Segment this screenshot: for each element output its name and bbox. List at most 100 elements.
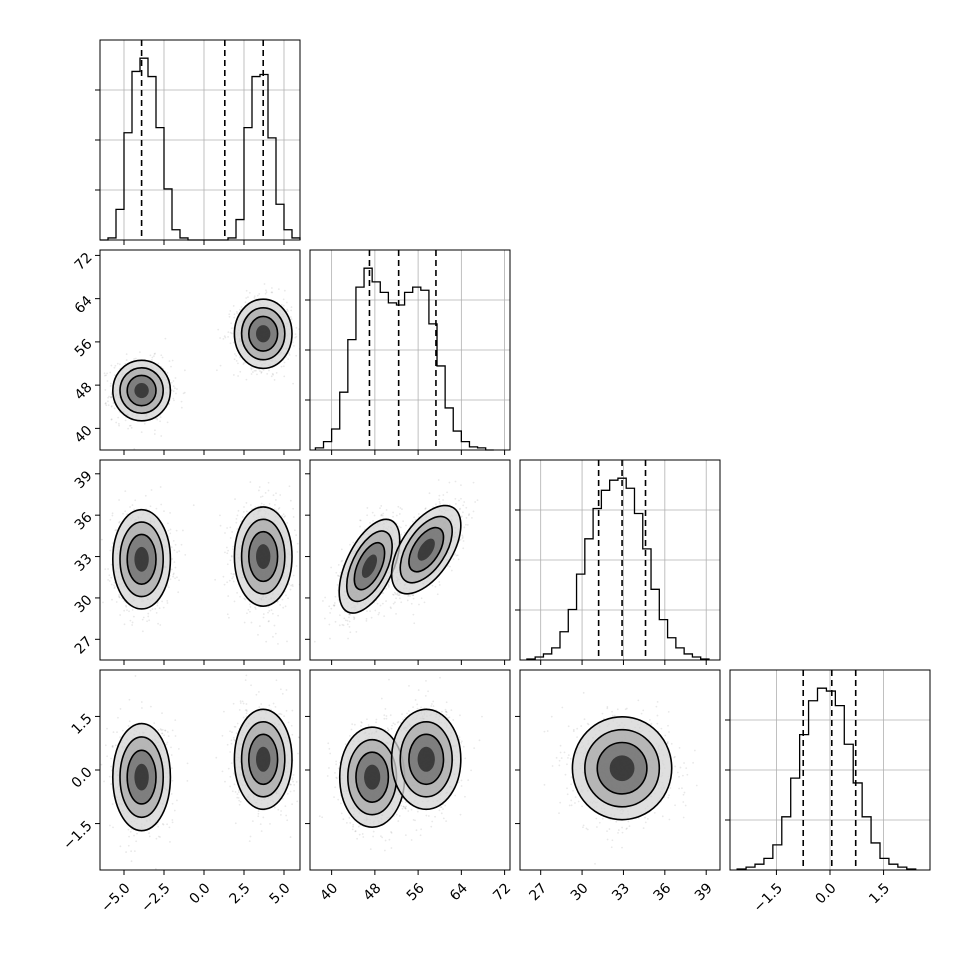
scatter-point bbox=[111, 546, 114, 548]
scatter-point bbox=[107, 404, 110, 407]
scatter-point bbox=[245, 289, 248, 292]
scatter-point bbox=[173, 561, 176, 564]
scatter-point bbox=[348, 616, 350, 619]
scatter-point bbox=[249, 504, 252, 506]
scatter-point bbox=[379, 604, 382, 607]
scatter-point bbox=[465, 523, 467, 526]
contour-0-2 bbox=[126, 374, 157, 407]
scatter-point bbox=[113, 374, 116, 377]
scatter-point bbox=[232, 576, 235, 578]
panel-0-2 bbox=[95, 459, 301, 665]
scatter-point bbox=[392, 594, 395, 596]
scatter-point bbox=[110, 583, 113, 586]
scatter-point bbox=[254, 606, 257, 609]
scatter-point bbox=[388, 581, 391, 584]
scatter-point bbox=[330, 607, 333, 610]
scatter-point bbox=[389, 606, 392, 609]
scatter-point bbox=[123, 623, 126, 626]
scatter-point bbox=[159, 420, 161, 423]
scatter-point bbox=[313, 640, 316, 643]
scatter-point bbox=[173, 549, 176, 552]
scatter-point bbox=[342, 624, 345, 627]
scatter-point bbox=[104, 374, 106, 377]
scatter-point bbox=[244, 301, 247, 304]
scatter-point bbox=[233, 572, 236, 575]
scatter-point bbox=[124, 490, 127, 493]
scatter-point bbox=[401, 508, 403, 511]
scatter-point bbox=[118, 424, 120, 427]
scatter-point bbox=[399, 507, 402, 509]
scatter-point bbox=[293, 345, 295, 347]
scatter-point bbox=[133, 508, 135, 511]
scatter-point bbox=[166, 371, 169, 374]
scatter-point bbox=[227, 335, 229, 338]
scatter-point bbox=[277, 642, 279, 645]
scatter-point bbox=[171, 558, 174, 560]
scatter-point bbox=[95, 547, 97, 549]
scatter-point bbox=[286, 640, 288, 643]
scatter-point bbox=[176, 388, 178, 390]
scatter-point bbox=[283, 516, 285, 518]
scatter-point bbox=[240, 306, 243, 308]
scatter-point bbox=[96, 553, 98, 555]
scatter-point bbox=[250, 373, 253, 375]
scatter-point bbox=[267, 489, 270, 492]
scatter-point bbox=[277, 614, 279, 617]
hist-panel-3 bbox=[725, 669, 931, 875]
scatter-point bbox=[258, 368, 261, 371]
scatter-point bbox=[174, 566, 177, 569]
scatter-point bbox=[176, 551, 178, 554]
scatter-point bbox=[462, 536, 464, 538]
scatter-point bbox=[249, 606, 252, 608]
scatter-point bbox=[168, 360, 171, 362]
scatter-point bbox=[359, 525, 361, 528]
scatter-point bbox=[278, 506, 281, 509]
scatter-point bbox=[243, 362, 246, 364]
scatter-point bbox=[366, 507, 369, 509]
scatter-point bbox=[285, 594, 287, 597]
scatter-point bbox=[332, 604, 335, 607]
scatter-point bbox=[235, 354, 238, 357]
scatter-point bbox=[287, 597, 289, 600]
scatter-point bbox=[172, 572, 175, 575]
scatter-point bbox=[232, 545, 235, 548]
scatter-point bbox=[275, 372, 278, 374]
scatter-point bbox=[170, 365, 172, 368]
scatter-point bbox=[286, 310, 289, 312]
scatter-point bbox=[118, 453, 120, 455]
scatter-point bbox=[381, 514, 384, 517]
contour-0-2 bbox=[126, 533, 157, 585]
scatter-point bbox=[243, 506, 245, 508]
scatter-point bbox=[245, 502, 248, 504]
hist-grid-0 bbox=[100, 40, 300, 240]
scatter-point bbox=[290, 318, 293, 321]
scatter-point bbox=[262, 616, 265, 619]
scatter-point bbox=[143, 422, 146, 425]
scatter-point bbox=[380, 505, 383, 507]
scatter-point bbox=[346, 623, 349, 626]
scatter-point bbox=[333, 604, 336, 607]
scatter-point bbox=[250, 368, 253, 371]
scatter-point bbox=[462, 504, 465, 507]
scatter-point bbox=[258, 486, 261, 488]
contour-1-2 bbox=[248, 315, 279, 352]
scatter-point bbox=[461, 534, 464, 537]
scatter-point bbox=[336, 574, 339, 577]
scatter-point bbox=[252, 371, 254, 373]
scatter-point bbox=[106, 380, 109, 382]
histogram-2 bbox=[526, 477, 710, 660]
hist-grid-3 bbox=[730, 670, 930, 870]
scatter-point bbox=[291, 585, 294, 588]
scatter-point bbox=[235, 517, 238, 520]
scatter-point bbox=[235, 521, 238, 524]
scatter-point bbox=[153, 433, 156, 435]
scatter-point bbox=[110, 396, 113, 399]
scatter-point bbox=[183, 369, 186, 372]
scatter-point bbox=[348, 620, 351, 623]
scatter-point bbox=[107, 568, 109, 570]
scatter-point bbox=[113, 581, 116, 584]
scatter-point bbox=[271, 291, 274, 294]
scatter-point bbox=[180, 543, 183, 546]
scatter-point bbox=[353, 618, 355, 621]
scatter-point bbox=[231, 531, 234, 533]
